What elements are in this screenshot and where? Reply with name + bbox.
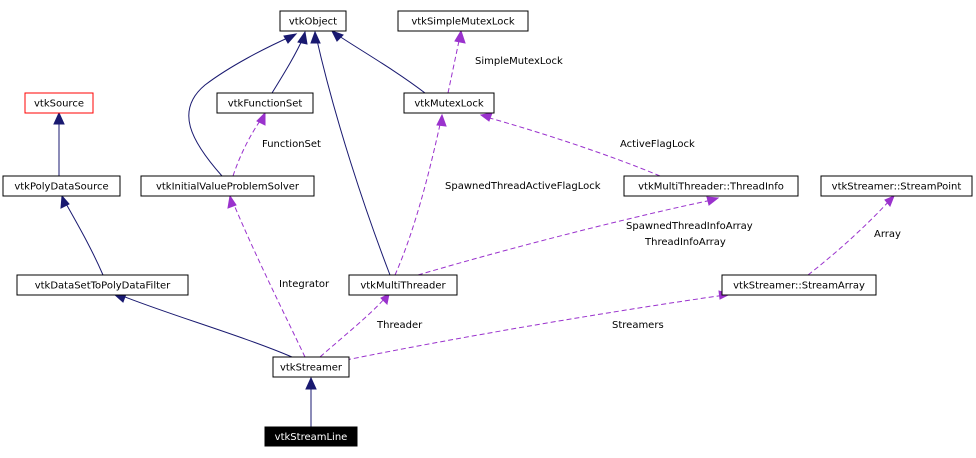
node-vtkinitialvalueproblemsolver[interactable]: vtkInitialValueProblemSolver (140, 175, 315, 197)
node-label: vtkFunctionSet (228, 99, 303, 110)
arrowhead-polydatasource (60, 194, 70, 209)
node-label: vtkStreamer::StreamPoint (832, 182, 962, 193)
arrowhead-source (53, 111, 65, 125)
label-function-set: FunctionSet (262, 139, 321, 150)
node-label: vtkMultiThreader (360, 281, 446, 292)
node-vtkmultithreader[interactable]: vtkMultiThreader (348, 274, 458, 296)
node-label: vtkSimpleMutexLock (411, 17, 515, 28)
arrowhead-initialvalue (227, 194, 237, 209)
node-label: vtkPolyDataSource (14, 182, 108, 193)
label-integrator: Integrator (279, 279, 330, 290)
usage-edges (231, 35, 891, 361)
edge-dsfilter-to-polydatasource (63, 199, 104, 276)
node-label: vtkStreamer::StreamArray (733, 281, 865, 292)
node-vtksimplemutexlock[interactable]: vtkSimpleMutexLock (397, 10, 529, 32)
arrowhead-streampoint (884, 195, 895, 207)
edge-mutexlock-to-simplemutex (447, 35, 461, 94)
label-simple-mutex-lock: SimpleMutexLock (475, 56, 563, 67)
edge-threadinfo-to-mutexlock (485, 116, 661, 177)
edge-multithreader-to-mutexlock (394, 119, 442, 276)
node-label: vtkStreamer (280, 363, 343, 374)
edge-initialvalue-to-functionset (232, 117, 263, 177)
arrowhead-object-right (330, 30, 344, 42)
node-label: vtkMutexLock (414, 99, 483, 110)
usage-arrowheads (227, 29, 895, 306)
label-threader: Threader (376, 320, 423, 331)
inheritance-edges (58, 33, 426, 427)
node-vtkstreamer[interactable]: vtkStreamer (272, 356, 350, 378)
edge-streamarray-to-streampoint (807, 199, 891, 276)
label-streamers: Streamers (612, 320, 664, 331)
edge-streamer-to-initialvalue (231, 199, 306, 358)
arrowhead-object-mid (310, 30, 321, 44)
arrowhead-simplemutex (454, 29, 466, 44)
label-active-flag-lock: ActiveFlagLock (620, 139, 695, 150)
node-vtkfunctionset[interactable]: vtkFunctionSet (216, 92, 314, 114)
node-vtkobject[interactable]: vtkObject (279, 10, 347, 32)
label-thread-info-array: ThreadInfoArray (644, 237, 726, 248)
edge-initialvalue-to-object (188, 35, 293, 177)
arrowhead-mutexlock-right (479, 112, 493, 122)
node-vtkstreamer-streamarray[interactable]: vtkStreamer::StreamArray (721, 274, 877, 296)
node-vtkmutexlock[interactable]: vtkMutexLock (403, 92, 495, 114)
inheritance-arrowheads (53, 30, 344, 390)
node-vtkstreamline[interactable]: vtkStreamLine (264, 426, 358, 447)
label-spawned-thread-info-array: SpawnedThreadInfoArray (626, 221, 753, 232)
arrowhead-threadinfo (706, 196, 720, 206)
edge-mutexlock-to-object (335, 33, 426, 94)
label-array: Array (874, 229, 901, 240)
edge-streamer-to-dsfilter (119, 294, 293, 358)
arrowhead-object-left (283, 33, 298, 44)
edge-multithreader-to-object (315, 35, 391, 276)
arrowhead-multithreader (380, 293, 390, 306)
node-vtkstreamer-streampoint[interactable]: vtkStreamer::StreamPoint (820, 175, 973, 197)
node-label: vtkDataSetToPolyDataFilter (35, 281, 171, 292)
arrowhead-mutexlock-bottom (436, 113, 447, 127)
edge-multithreader-to-threadinfo (417, 199, 713, 276)
arrowhead-object-mid-left (297, 30, 308, 45)
arrowhead-streamer (305, 376, 317, 390)
node-vtkmultithreader-threadinfo[interactable]: vtkMultiThreader::ThreadInfo (623, 175, 799, 197)
node-vtkdatasettopolydatafilter[interactable]: vtkDataSetToPolyDataFilter (16, 274, 189, 296)
node-label: vtkInitialValueProblemSolver (156, 182, 300, 193)
node-label: vtkMultiThreader::ThreadInfo (638, 182, 784, 193)
edge-functionset-to-object (271, 35, 305, 94)
node-label: vtkObject (289, 17, 337, 28)
node-label: vtkStreamLine (275, 432, 348, 443)
edge-streamer-to-multithreader (319, 297, 386, 358)
node-label: vtkSource (34, 99, 84, 110)
label-spawned-thread-active-flag-lock: SpawnedThreadActiveFlagLock (445, 181, 601, 192)
arrowhead-functionset (256, 111, 266, 126)
edge-streamer-to-streamarray (345, 294, 726, 361)
node-vtkpolydatasource[interactable]: vtkPolyDataSource (2, 175, 121, 197)
edge-labels: SimpleMutexLock FunctionSet ActiveFlagLo… (262, 56, 901, 331)
node-vtksource[interactable]: vtkSource (24, 92, 94, 114)
